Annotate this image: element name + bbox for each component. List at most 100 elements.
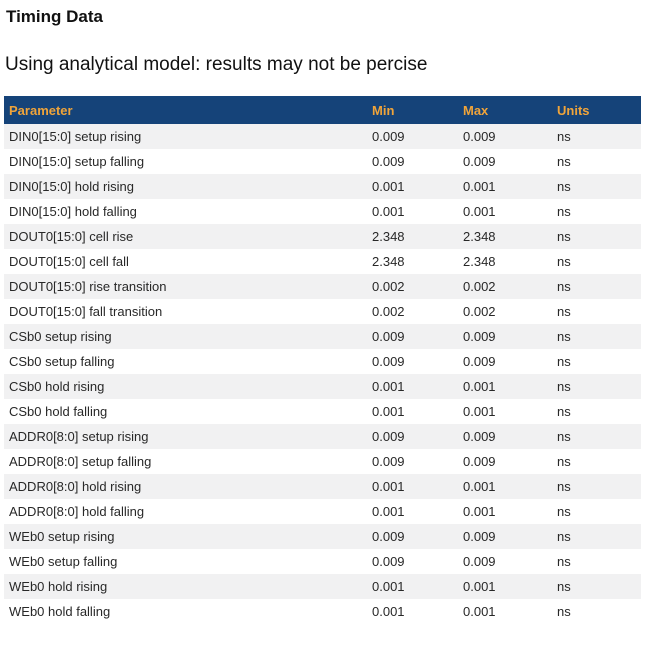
max-cell: 0.001: [463, 179, 496, 195]
min-cell: 0.002: [372, 279, 405, 295]
min-cell: 0.009: [372, 354, 405, 370]
parameter-cell: ADDR0[8:0] hold falling: [9, 504, 145, 520]
max-cell: 0.009: [463, 154, 496, 170]
max-cell: 0.001: [463, 379, 496, 395]
units-cell: ns: [557, 229, 571, 245]
units-cell: ns: [557, 204, 571, 220]
min-cell: 0.009: [372, 554, 405, 570]
table-header: Parameter Min Max Units: [4, 96, 641, 125]
column-header-parameter: Parameter: [4, 96, 367, 125]
min-cell: 0.001: [372, 379, 405, 395]
parameter-cell: DOUT0[15:0] rise transition: [9, 279, 167, 295]
parameter-cell: DIN0[15:0] hold falling: [9, 204, 137, 220]
max-cell: 2.348: [463, 229, 496, 245]
units-cell: ns: [557, 529, 571, 545]
units-cell: ns: [557, 554, 571, 570]
units-cell: ns: [557, 279, 571, 295]
parameter-cell: ADDR0[8:0] setup rising: [9, 429, 149, 445]
max-cell: 2.348: [463, 254, 496, 270]
parameter-cell: DOUT0[15:0] cell rise: [9, 229, 134, 245]
min-cell: 0.001: [372, 579, 405, 595]
units-cell: ns: [557, 429, 571, 445]
max-cell: 0.001: [463, 479, 496, 495]
min-cell: 0.001: [372, 479, 405, 495]
column-header-min: Min: [367, 96, 458, 125]
units-cell: ns: [557, 404, 571, 420]
units-cell: ns: [557, 379, 571, 395]
units-cell: ns: [557, 479, 571, 495]
table-row: WEb0 hold falling 0.001 0.001 ns: [4, 599, 641, 624]
max-cell: 0.009: [463, 529, 496, 545]
parameter-cell: CSb0 setup falling: [9, 354, 115, 370]
min-cell: 0.001: [372, 404, 405, 420]
parameter-cell: ADDR0[8:0] setup falling: [9, 454, 152, 470]
min-cell: 0.001: [372, 204, 405, 220]
max-cell: 0.002: [463, 304, 496, 320]
min-cell: 0.009: [372, 529, 405, 545]
parameter-cell: ADDR0[8:0] hold rising: [9, 479, 142, 495]
max-cell: 0.001: [463, 579, 496, 595]
table-row: DOUT0[15:0] cell fall 2.348 2.348 ns: [4, 249, 641, 274]
max-cell: 0.002: [463, 279, 496, 295]
units-cell: ns: [557, 354, 571, 370]
units-cell: ns: [557, 179, 571, 195]
parameter-cell: DIN0[15:0] setup rising: [9, 129, 142, 145]
min-cell: 0.009: [372, 329, 405, 345]
table-row: CSb0 hold rising 0.001 0.001 ns: [4, 374, 641, 400]
min-cell: 0.001: [372, 604, 405, 620]
table-row: ADDR0[8:0] hold falling 0.001 0.001 ns: [4, 499, 641, 524]
min-cell: 2.348: [372, 229, 405, 245]
max-cell: 0.001: [463, 604, 496, 620]
table-row: ADDR0[8:0] setup rising 0.009 0.009 ns: [4, 424, 641, 450]
min-cell: 2.348: [372, 254, 405, 270]
max-cell: 0.001: [463, 404, 496, 420]
max-cell: 0.009: [463, 354, 496, 370]
column-header-max: Max: [458, 96, 552, 125]
parameter-cell: CSb0 setup rising: [9, 329, 112, 345]
table-row: DIN0[15:0] hold rising 0.001 0.001 ns: [4, 174, 641, 200]
parameter-cell: CSb0 hold falling: [9, 404, 108, 420]
parameter-cell: DIN0[15:0] setup falling: [9, 154, 145, 170]
max-cell: 0.009: [463, 454, 496, 470]
min-cell: 0.002: [372, 304, 405, 320]
table-row: CSb0 setup rising 0.009 0.009 ns: [4, 324, 641, 350]
table-row: WEb0 setup falling 0.009 0.009 ns: [4, 549, 641, 574]
units-cell: ns: [557, 129, 571, 145]
page-subtitle: Using analytical model: results may not …: [5, 53, 428, 75]
max-cell: 0.001: [463, 504, 496, 520]
table-row: CSb0 hold falling 0.001 0.001 ns: [4, 399, 641, 424]
min-cell: 0.009: [372, 429, 405, 445]
table-row: DOUT0[15:0] fall transition 0.002 0.002 …: [4, 299, 641, 324]
table-row: WEb0 hold rising 0.001 0.001 ns: [4, 574, 641, 600]
table-body: DIN0[15:0] setup rising 0.009 0.009 ns D…: [4, 124, 641, 624]
table-row: ADDR0[8:0] hold rising 0.001 0.001 ns: [4, 474, 641, 500]
min-cell: 0.009: [372, 154, 405, 170]
units-cell: ns: [557, 604, 571, 620]
units-cell: ns: [557, 579, 571, 595]
table-row: DIN0[15:0] setup falling 0.009 0.009 ns: [4, 149, 641, 174]
table-row: DOUT0[15:0] cell rise 2.348 2.348 ns: [4, 224, 641, 250]
parameter-cell: CSb0 hold rising: [9, 379, 105, 395]
table-row: WEb0 setup rising 0.009 0.009 ns: [4, 524, 641, 550]
parameter-cell: DIN0[15:0] hold rising: [9, 179, 135, 195]
parameter-cell: WEb0 setup falling: [9, 554, 118, 570]
units-cell: ns: [557, 504, 571, 520]
table-row: ADDR0[8:0] setup falling 0.009 0.009 ns: [4, 449, 641, 474]
max-cell: 0.009: [463, 554, 496, 570]
max-cell: 0.009: [463, 429, 496, 445]
units-cell: ns: [557, 454, 571, 470]
table-row: DIN0[15:0] hold falling 0.001 0.001 ns: [4, 199, 641, 224]
table-row: DIN0[15:0] setup rising 0.009 0.009 ns: [4, 124, 641, 150]
table-header-row: Parameter Min Max Units: [4, 96, 641, 125]
units-cell: ns: [557, 304, 571, 320]
units-cell: ns: [557, 329, 571, 345]
table-row: DOUT0[15:0] rise transition 0.002 0.002 …: [4, 274, 641, 300]
parameter-cell: DOUT0[15:0] cell fall: [9, 254, 129, 270]
parameter-cell: WEb0 hold rising: [9, 579, 108, 595]
page-title: Timing Data: [6, 7, 103, 26]
max-cell: 0.001: [463, 204, 496, 220]
min-cell: 0.001: [372, 179, 405, 195]
units-cell: ns: [557, 254, 571, 270]
min-cell: 0.009: [372, 454, 405, 470]
min-cell: 0.009: [372, 129, 405, 145]
